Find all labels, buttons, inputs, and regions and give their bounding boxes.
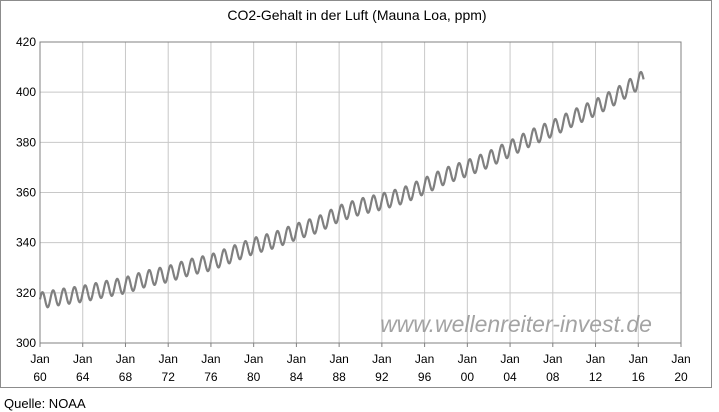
chart-frame: CO2-Gehalt in der Luft (Mauna Loa, ppm) … [0,0,712,388]
x-tick-label-month: Jan [201,352,220,366]
chart-title: CO2-Gehalt in der Luft (Mauna Loa, ppm) [227,7,487,23]
x-tick-label-month: Jan [458,352,477,366]
x-tick-label-year: 20 [674,370,688,384]
x-tick-label-year: 80 [247,370,261,384]
x-tick-label-year: 04 [503,370,517,384]
x-tick-label-year: 92 [375,370,389,384]
y-tick-label: 360 [16,186,36,200]
x-tick-label-month: Jan [586,352,605,366]
plot-area [39,41,682,344]
x-tick-label-year: 00 [461,370,475,384]
x-tick-label-month: Jan [116,352,135,366]
y-tick-label: 420 [16,35,36,49]
x-tick-label-year: 72 [162,370,176,384]
x-tick-label-year: 76 [204,370,218,384]
watermark-text: www.wellenreiter-invest.de [380,311,652,337]
x-tick-label-year: 88 [332,370,346,384]
y-tick-label: 380 [16,135,36,149]
x-tick-label-year: 64 [76,370,90,384]
y-tick-label: 340 [16,236,36,250]
x-tick-label-month: Jan [159,352,178,366]
x-tick-label-year: 08 [546,370,560,384]
x-tick-label-month: Jan [287,352,306,366]
x-tick-label-month: Jan [329,352,348,366]
x-tick-label-year: 12 [589,370,603,384]
x-tick-label-year: 96 [418,370,432,384]
x-tick-label-month: Jan [500,352,519,366]
x-tick-label-month: Jan [372,352,391,366]
y-tick-label: 400 [16,85,36,99]
x-tick-label-month: Jan [415,352,434,366]
co2-series-line [38,70,645,309]
x-tick-label-month: Jan [543,352,562,366]
x-tick-label-year: 60 [33,370,47,384]
y-tick-label: 320 [16,286,36,300]
x-tick-label-month: Jan [244,352,263,366]
chart-svg: 300 320 340 360 380 400 420 Jan 60 Jan 64 Jan 68 Jan 7… [16,35,691,384]
x-tick-label-month: Jan [629,352,648,366]
x-tick-label-year: 16 [632,370,646,384]
x-tick-label-month: Jan [671,352,690,366]
y-tick-label: 300 [16,336,36,350]
x-tick-label-month: Jan [73,352,92,366]
x-tick-label-year: 84 [290,370,304,384]
source-note: Quelle: NOAA [4,396,86,411]
x-tick-label-month: Jan [30,352,49,366]
x-tick-label-year: 68 [119,370,133,384]
